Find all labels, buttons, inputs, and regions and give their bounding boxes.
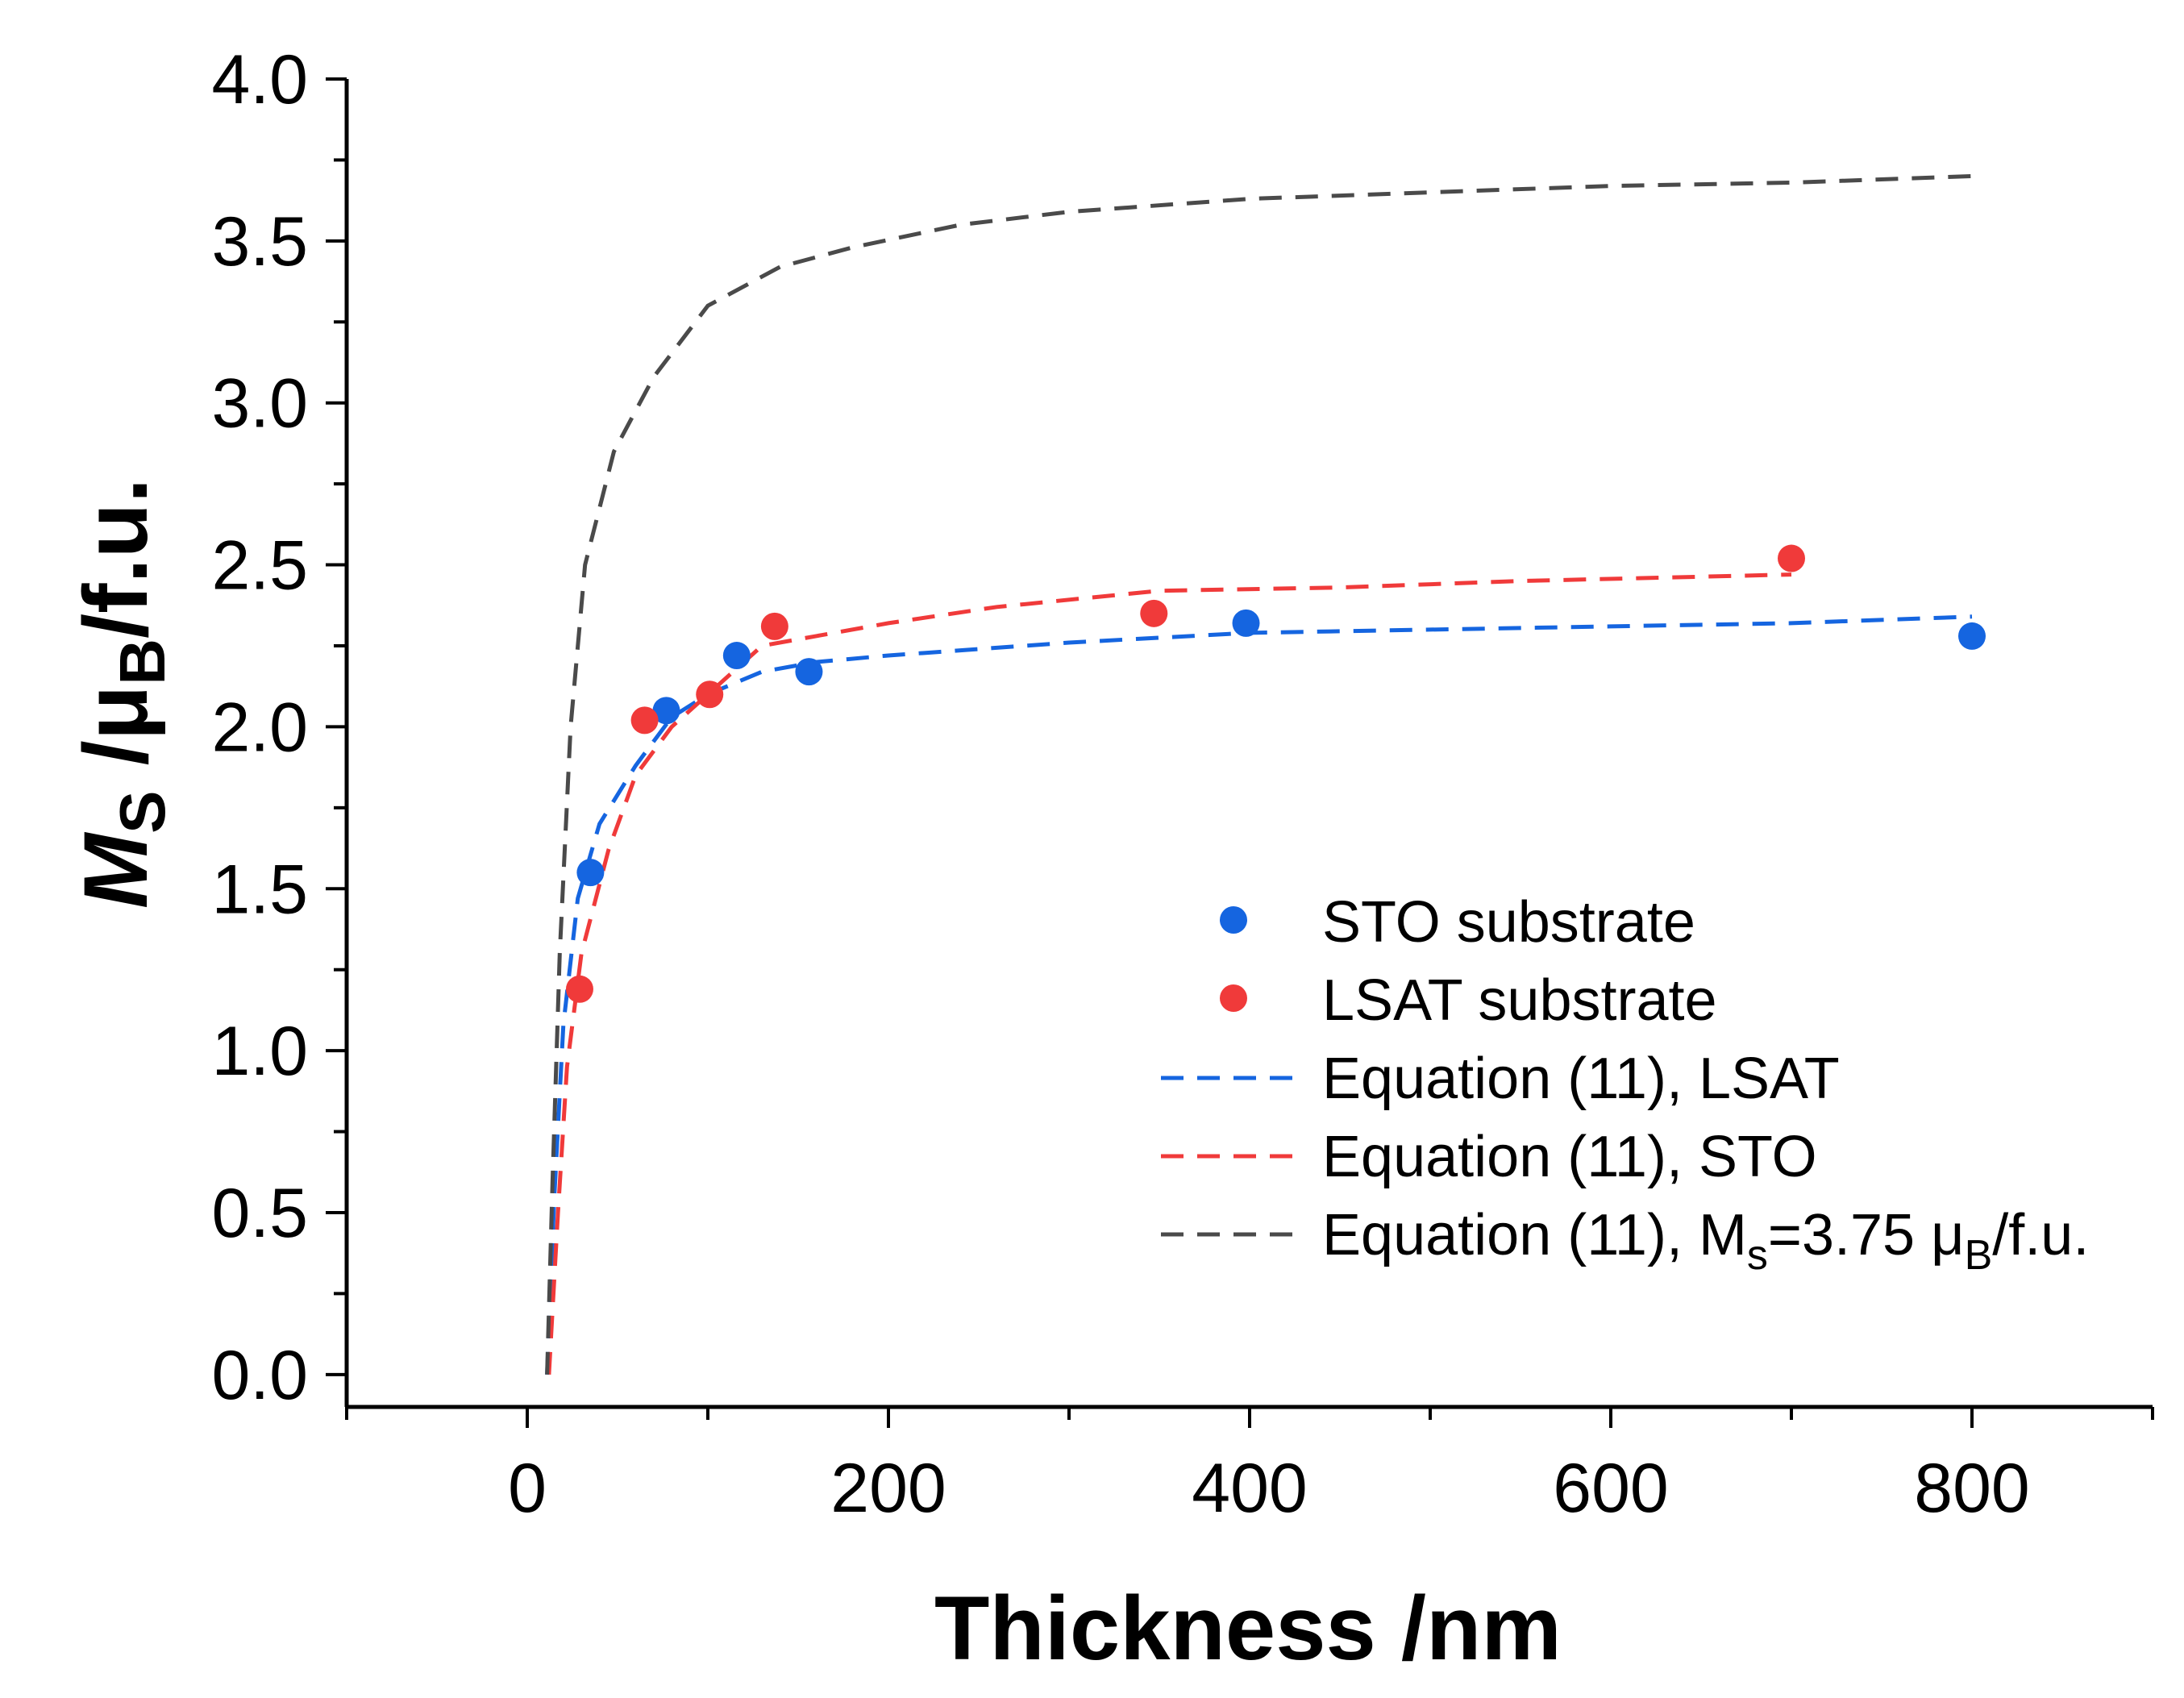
- data-point-1-5: [1778, 544, 1805, 572]
- y-axis-title: MS /μB/f.u.: [65, 478, 178, 909]
- data-point-0-1: [652, 697, 680, 725]
- x-tick-label: 400: [1192, 1450, 1308, 1527]
- data-point-1-0: [565, 975, 593, 1003]
- y-tick-label: 1.5: [211, 851, 308, 928]
- data-point-1-4: [1140, 599, 1168, 627]
- legend-marker-1: [1220, 984, 1247, 1012]
- y-title-sub2: B: [106, 639, 178, 685]
- y-tick-label: 0.0: [211, 1337, 308, 1414]
- legend-label-part: s: [1747, 1232, 1768, 1279]
- data-point-0-2: [722, 642, 751, 670]
- y-tick-label: 2.0: [211, 689, 308, 766]
- y-tick-label: 3.5: [211, 203, 308, 281]
- x-axis-title: Thickness /nm: [934, 1578, 1562, 1679]
- y-tick-label: 1.0: [211, 1013, 308, 1090]
- y-title-rest: /μ: [65, 685, 166, 791]
- y-title-tail: /f.u.: [65, 478, 166, 639]
- legend-label-3: Equation (11), STO: [1322, 1125, 1817, 1189]
- legend-label-part: Equation (11), M: [1322, 1203, 1747, 1267]
- data-point-0-3: [795, 658, 823, 686]
- series-lines: [545, 174, 1973, 1375]
- data-point-1-1: [630, 706, 659, 735]
- data-point-0-0: [576, 859, 605, 887]
- y-tick-label: 0.5: [211, 1175, 308, 1252]
- legend-label-0: STO substrate: [1322, 890, 1695, 955]
- y-title-sub: S: [106, 790, 178, 833]
- series-line-4: [545, 174, 1973, 1375]
- y-tick-label: 3.0: [211, 365, 308, 443]
- data-point-1-3: [760, 612, 788, 640]
- legend-label-4: Equation (11), Ms=3.75 μB/f.u.: [1322, 1203, 2089, 1279]
- legend: STO substrate LSAT substrate Equation (11)…: [1161, 890, 2089, 1279]
- y-tick-label: 4.0: [211, 41, 308, 119]
- legend-label-part: B: [1965, 1232, 1993, 1279]
- legend-label-part: =3.75 μ: [1768, 1203, 1965, 1267]
- data-point-0-4: [1232, 609, 1260, 637]
- data-point-1-2: [696, 680, 724, 709]
- series-points: [565, 544, 1986, 1003]
- x-tick-label: 800: [1914, 1450, 2030, 1527]
- y-tick-label: 2.5: [211, 527, 308, 605]
- series-line-3: [547, 572, 1792, 1375]
- ticks: 0 200 400 600 800 0.0 0.5 1.0 1.5 2.0 2.5 3.0 3.5 4.0: [211, 41, 2154, 1527]
- legend-marker-0: [1220, 906, 1247, 934]
- legend-label-1: LSAT substrate: [1322, 968, 1717, 1033]
- data-point-0-5: [1958, 622, 1986, 650]
- y-title-main: M: [65, 831, 166, 909]
- x-tick-label: 0: [508, 1450, 547, 1527]
- legend-label-part: /f.u.: [1992, 1203, 2089, 1267]
- x-tick-label: 200: [830, 1450, 946, 1527]
- x-tick-label: 600: [1553, 1450, 1669, 1527]
- legend-label-2: Equation (11), LSAT: [1322, 1047, 1840, 1111]
